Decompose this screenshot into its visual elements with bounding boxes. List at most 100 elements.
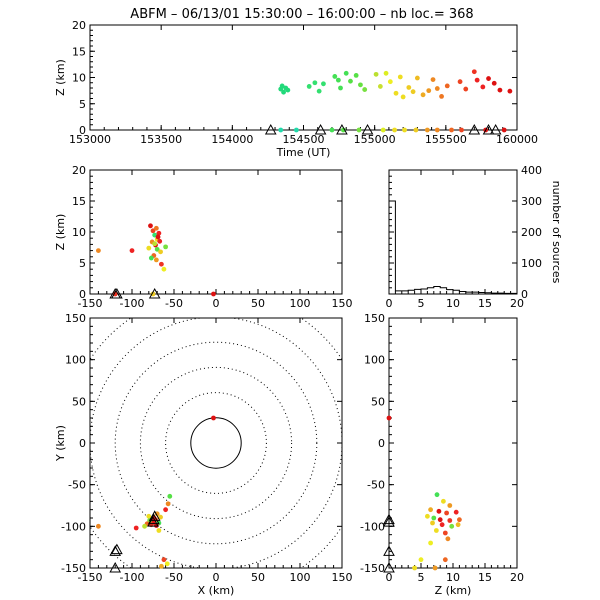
x_height-panel: -150 -100 -50 0 50 100 150 0 5 10 15 20 Z (km): [54, 164, 353, 310]
x-height-point: [156, 230, 162, 236]
z_plan-panel: 0 5 10 15 20 -150 -100 -50 0 50 100 150 Z (km): [360, 312, 524, 597]
time-height-point: [439, 94, 444, 99]
histogram-bar: [491, 293, 497, 294]
z-plan-point: [441, 498, 446, 504]
time_height-xtick-label: 153000: [69, 133, 111, 146]
x_height-xtick-label: 150: [332, 297, 353, 310]
plan_view-xtick-label: 0: [213, 571, 220, 584]
x-height-point: [163, 244, 169, 250]
time_height-xtick-label: 155000: [354, 133, 396, 146]
plan-point: [142, 523, 148, 529]
histogram-bar: [479, 292, 485, 294]
station-marker: [109, 545, 122, 556]
x-height-point: [150, 228, 156, 234]
time_height-panel: 153000 153500 154000 154500 155000 155500 1600…: [54, 19, 538, 159]
x-height-point: [148, 223, 153, 229]
histogram-xtick-label: 15: [478, 297, 492, 310]
plan_view-xtick-label: -50: [165, 571, 183, 584]
z-plan-point: [444, 510, 449, 516]
time-height-point: [420, 92, 426, 98]
time_height-ytick-label: 0: [79, 124, 86, 137]
time_height-xtick-label: 154500: [283, 133, 325, 146]
plan_view-ytick-label: 100: [65, 354, 86, 367]
time-height-point: [380, 127, 386, 133]
histogram-ytick-label: 400: [521, 164, 542, 177]
x_height-ytick-label: 5: [79, 257, 86, 270]
z_plan-xtick-label: 15: [478, 571, 492, 584]
time_height-xtick-label: 153500: [140, 133, 182, 146]
station-marker: [148, 510, 161, 521]
time-height-point: [281, 89, 286, 95]
time-height-point: [406, 85, 412, 90]
z-plan-point: [442, 530, 448, 536]
time-height-point: [397, 74, 403, 80]
plan_view-xlabel: X (km): [198, 584, 235, 597]
z-plan-point: [412, 565, 417, 571]
time-height-point: [501, 127, 507, 133]
x_height-frame: [89, 169, 343, 295]
plan_view-xtick-label: 100: [290, 571, 311, 584]
station-marker: [383, 516, 395, 527]
plan-point: [159, 563, 164, 569]
histogram-xtick-label: 10: [446, 297, 460, 310]
time-height-point: [321, 81, 326, 87]
z-plan-point: [457, 517, 462, 523]
time-height-point: [353, 73, 359, 78]
time-height-point: [335, 77, 341, 83]
z_plan-ytick-label: -50: [367, 479, 385, 492]
x_height-xtick-label: 0: [213, 297, 220, 310]
time-height-point: [338, 85, 343, 91]
station-marker: [264, 123, 277, 135]
range-ring: [139, 366, 293, 520]
z-plan-point: [445, 536, 451, 542]
plan-point: [161, 557, 167, 563]
z-plan-point: [425, 513, 430, 519]
time-height-point: [316, 88, 322, 94]
z-plan-point: [455, 522, 461, 528]
z_plan-ytick-label: 150: [364, 312, 385, 325]
station-marker: [111, 287, 123, 299]
plan-point: [163, 507, 169, 513]
plan-point: [167, 493, 173, 499]
range-ring: [165, 392, 267, 494]
time-height-point: [306, 84, 312, 89]
z_plan-ytick-label: 100: [364, 354, 385, 367]
x-height-point: [161, 266, 167, 272]
histogram-ylabel: number of sources: [550, 181, 563, 284]
time-height-point: [393, 90, 399, 96]
plan_view-ytick-label: -100: [61, 520, 86, 533]
time-height-point: [459, 127, 464, 133]
z_plan-xtick-label: 5: [418, 571, 425, 584]
z-plan-point: [447, 503, 453, 508]
histogram-bar: [434, 287, 440, 294]
x_height-ytick-label: 15: [72, 195, 86, 208]
plan-point: [96, 523, 101, 529]
histogram-outline: [388, 200, 517, 294]
x_height-xtick-label: 100: [290, 297, 311, 310]
x-height-point: [146, 245, 152, 251]
station-marker: [489, 123, 502, 135]
z-plan-point: [434, 492, 440, 498]
z-plan-point: [449, 523, 455, 529]
plan_view-xtick-label: 50: [251, 571, 265, 584]
histogram-xtick-label: 5: [418, 297, 425, 310]
time-height-point: [285, 87, 291, 93]
x-height-point: [129, 248, 135, 254]
z_plan-xlabel: Z (km): [435, 584, 472, 597]
z-plan-point: [432, 565, 438, 571]
z-plan-point: [439, 522, 445, 528]
time-height-point: [387, 79, 393, 85]
station-marker: [148, 287, 161, 299]
histogram-bar: [440, 288, 446, 294]
plan-point: [158, 514, 163, 520]
plan_view-ytick-label: 50: [72, 395, 86, 408]
plan-point: [165, 501, 171, 507]
time_height-xtick-label: 154000: [211, 133, 253, 146]
x-height-point: [158, 249, 163, 255]
time_height-frame: [89, 24, 518, 131]
time-height-point: [434, 86, 440, 91]
time-height-point: [362, 87, 368, 92]
x-height-point: [153, 225, 159, 231]
histogram-ytick-label: 100: [521, 257, 542, 270]
